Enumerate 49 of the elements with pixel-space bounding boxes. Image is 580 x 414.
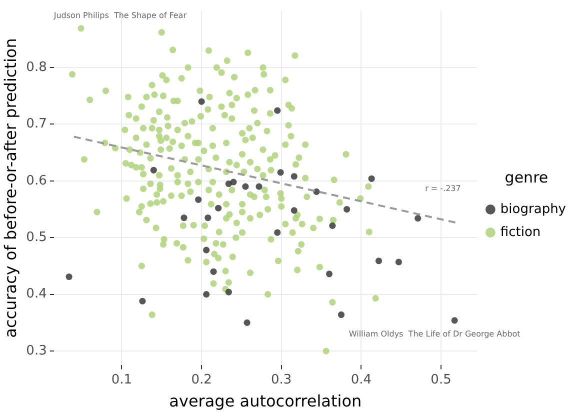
point xyxy=(198,98,205,105)
point xyxy=(195,196,202,203)
x-tick-label: 0.1 xyxy=(111,372,132,388)
x-tick-label: 0.5 xyxy=(430,372,452,388)
point xyxy=(230,178,237,186)
point xyxy=(139,298,146,304)
point xyxy=(451,317,458,324)
point xyxy=(244,319,250,326)
annotation: r = -.237 xyxy=(425,184,461,193)
y-tick-label: 0.6 xyxy=(26,173,47,188)
point xyxy=(242,183,249,190)
point xyxy=(375,258,382,264)
y-tick-label: 0.3 xyxy=(26,343,47,358)
x-tick-label: 0.2 xyxy=(191,372,212,388)
point xyxy=(203,246,210,254)
point xyxy=(66,273,72,280)
point xyxy=(180,214,188,222)
legend-label: biography xyxy=(500,202,566,217)
y-tick-label: 0.7 xyxy=(26,116,47,132)
annotation: William Oldys The Life of Dr George Abbot xyxy=(348,329,520,338)
x-tick-label: 0.3 xyxy=(271,372,292,388)
point xyxy=(256,183,262,190)
point xyxy=(150,166,157,174)
x-axis-title: average autocorrelation xyxy=(169,392,362,411)
point xyxy=(204,214,212,222)
point xyxy=(215,204,222,212)
point xyxy=(277,169,284,176)
point xyxy=(326,270,333,278)
point xyxy=(344,206,350,213)
point xyxy=(338,311,345,318)
point xyxy=(395,258,402,266)
legend-label: fiction xyxy=(500,224,541,240)
y-tick-label: 0.5 xyxy=(26,230,47,245)
y-tick-label: 0.8 xyxy=(26,60,47,75)
annotation: Judson Philips The Shape of Fear xyxy=(52,10,188,20)
point xyxy=(290,207,298,214)
x-tick-label: 0.4 xyxy=(350,372,372,388)
y-tick-label: 0.4 xyxy=(26,286,47,302)
point xyxy=(210,268,217,275)
point xyxy=(414,215,422,222)
point xyxy=(203,291,210,298)
legend-title: genre xyxy=(504,168,548,186)
y-axis-title: accuracy of before-or-after prediction xyxy=(0,38,20,338)
point xyxy=(274,107,281,114)
point xyxy=(368,175,375,182)
point xyxy=(225,288,232,296)
point xyxy=(274,229,281,236)
point xyxy=(290,173,298,180)
point xyxy=(329,222,336,230)
